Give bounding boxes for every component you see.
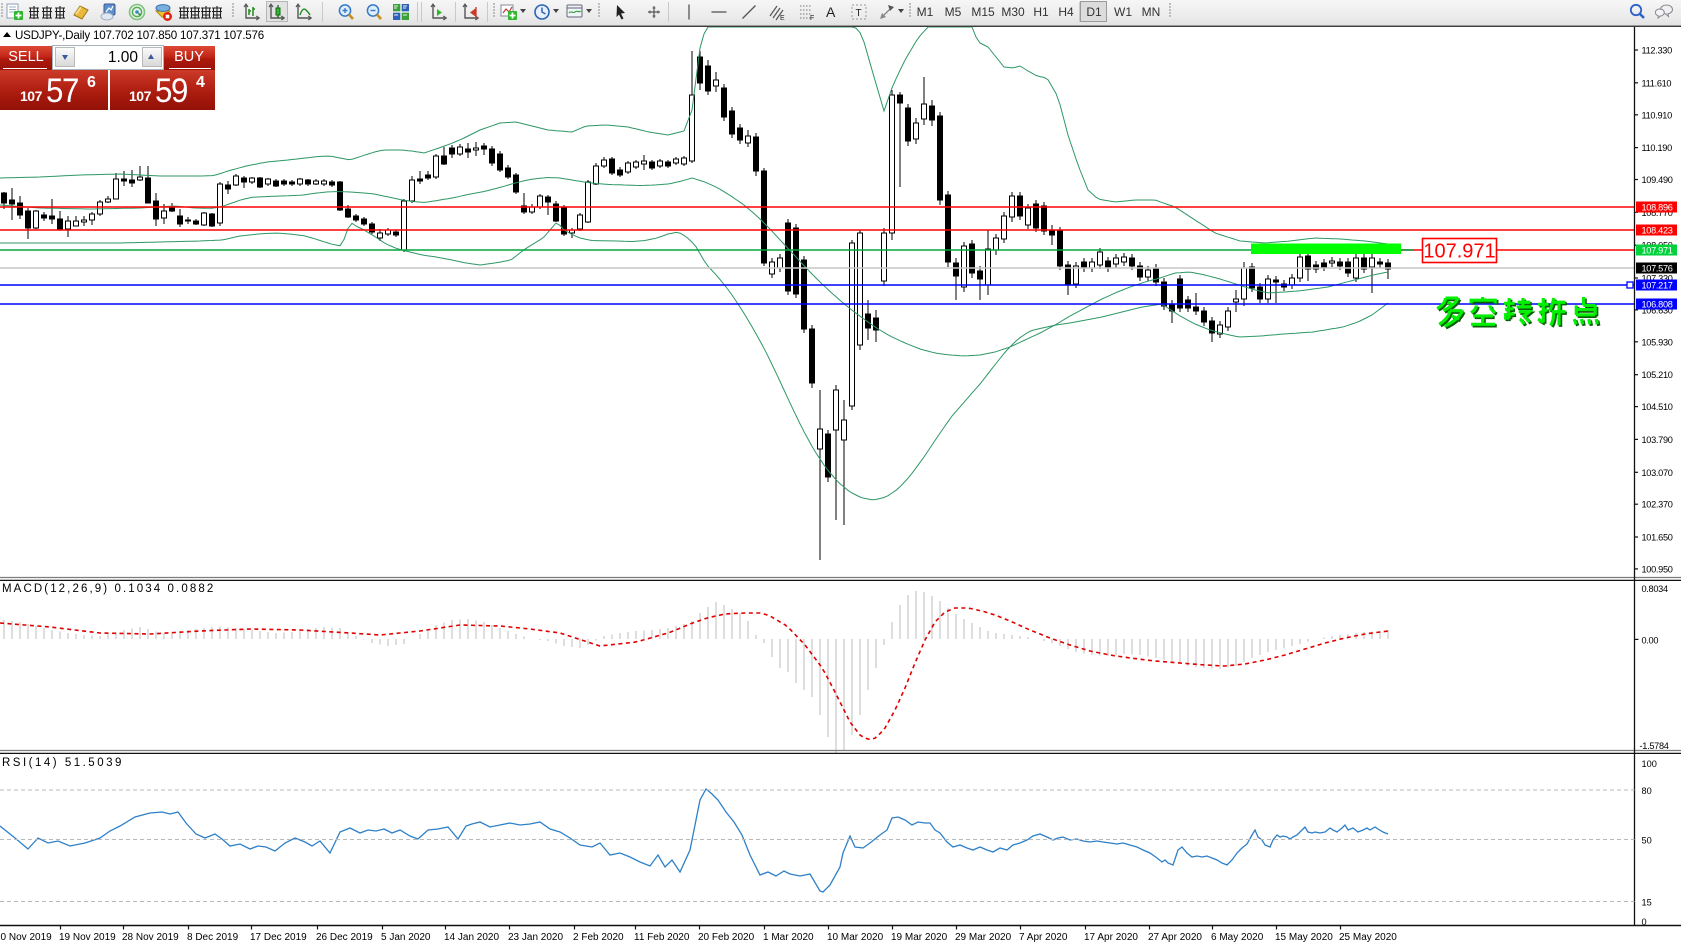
svg-text:108.770: 108.770	[1642, 208, 1673, 218]
svg-text:108.423: 108.423	[1642, 226, 1673, 236]
svg-text:108.896: 108.896	[1642, 203, 1673, 213]
svg-text:80: 80	[1642, 786, 1652, 796]
svg-text:17 Apr 2020: 17 Apr 2020	[1084, 932, 1138, 943]
svg-text:101.650: 101.650	[1642, 533, 1673, 543]
svg-text:E: E	[780, 15, 785, 21]
svg-text:107.330: 107.330	[1642, 274, 1673, 284]
svg-text:100: 100	[1642, 759, 1657, 769]
svg-text:17 Dec 2019: 17 Dec 2019	[250, 932, 307, 943]
svg-text:T: T	[856, 8, 862, 19]
svg-text:MACD(12,26,9) 0.1034 0.0882: MACD(12,26,9) 0.1034 0.0882	[2, 583, 215, 595]
svg-text:10 Mar 2020: 10 Mar 2020	[827, 932, 884, 943]
svg-text:26 Dec 2019: 26 Dec 2019	[316, 932, 373, 943]
svg-text:112.330: 112.330	[1642, 46, 1673, 56]
svg-text:103.790: 103.790	[1642, 435, 1673, 445]
svg-text:110.190: 110.190	[1642, 143, 1673, 153]
svg-text:0.00: 0.00	[1642, 635, 1659, 645]
svg-text:107.971: 107.971	[1423, 241, 1495, 263]
svg-text:106.630: 106.630	[1642, 305, 1673, 315]
svg-text:0: 0	[1642, 917, 1647, 927]
svg-text:25 May 2020: 25 May 2020	[1339, 932, 1397, 943]
svg-text:100.950: 100.950	[1642, 564, 1673, 574]
svg-text:29 Mar 2020: 29 Mar 2020	[955, 932, 1012, 943]
svg-text:15 May 2020: 15 May 2020	[1275, 932, 1333, 943]
svg-text:6 May 2020: 6 May 2020	[1211, 932, 1264, 943]
svg-text:F: F	[810, 15, 814, 21]
svg-text:10 Nov 2019: 10 Nov 2019	[0, 932, 52, 943]
svg-text:-1.5784: -1.5784	[1640, 741, 1669, 751]
svg-text:7 Apr 2020: 7 Apr 2020	[1019, 932, 1068, 943]
svg-text:14 Jan 2020: 14 Jan 2020	[444, 932, 499, 943]
svg-text:27 Apr 2020: 27 Apr 2020	[1148, 932, 1202, 943]
svg-text:5 Jan 2020: 5 Jan 2020	[381, 932, 431, 943]
svg-text:28 Nov 2019: 28 Nov 2019	[122, 932, 179, 943]
svg-text:107.217: 107.217	[1642, 281, 1673, 291]
svg-text:11 Feb 2020: 11 Feb 2020	[634, 932, 690, 943]
svg-text:102.370: 102.370	[1642, 500, 1673, 510]
svg-text:105.210: 105.210	[1642, 370, 1673, 380]
svg-text:0.8034: 0.8034	[1642, 584, 1668, 594]
svg-text:50: 50	[1642, 836, 1652, 846]
svg-text:19 Mar 2020: 19 Mar 2020	[891, 932, 948, 943]
svg-text:RSI(14) 51.5039: RSI(14) 51.5039	[2, 757, 124, 769]
svg-text:103.070: 103.070	[1642, 468, 1673, 478]
svg-text:106.808: 106.808	[1642, 300, 1673, 310]
svg-text:2 Feb 2020: 2 Feb 2020	[573, 932, 624, 943]
svg-text:23 Jan 2020: 23 Jan 2020	[508, 932, 563, 943]
svg-text:109.490: 109.490	[1642, 175, 1673, 185]
svg-text:110.910: 110.910	[1642, 110, 1673, 120]
svg-text:USDJPY-,Daily 107.702 107.850: USDJPY-,Daily 107.702 107.850 107.371 10…	[15, 29, 264, 42]
svg-text:15: 15	[1642, 898, 1652, 908]
svg-text:19 Nov 2019: 19 Nov 2019	[59, 932, 116, 943]
svg-text:107.971: 107.971	[1642, 246, 1673, 256]
svg-text:1 Mar 2020: 1 Mar 2020	[763, 932, 814, 943]
svg-text:104.510: 104.510	[1642, 402, 1673, 412]
svg-text:111.610: 111.610	[1642, 78, 1672, 88]
svg-text:105.930: 105.930	[1642, 337, 1673, 347]
svg-text:107.576: 107.576	[1642, 264, 1673, 274]
svg-text:20 Feb 2020: 20 Feb 2020	[698, 932, 755, 943]
svg-text:8 Dec 2019: 8 Dec 2019	[187, 932, 239, 943]
